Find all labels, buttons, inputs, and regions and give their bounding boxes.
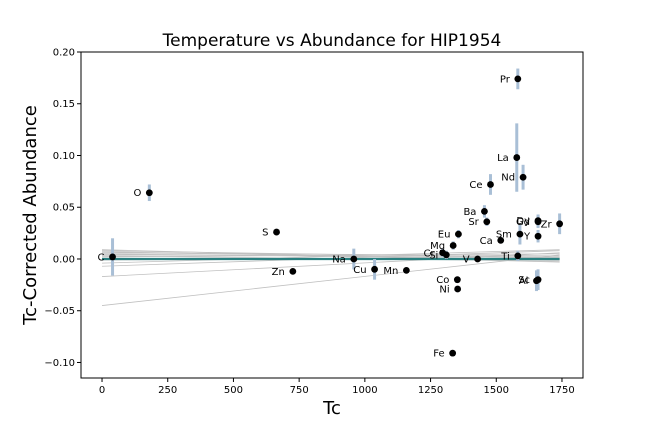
data-point: [534, 232, 542, 240]
point-label: Cu: [353, 265, 366, 276]
point-label: Cr: [424, 248, 436, 259]
point-label: Si: [429, 250, 438, 261]
data-point: [534, 218, 542, 226]
x-tick-label: 1500: [484, 385, 509, 396]
point-label: La: [497, 153, 509, 164]
point-label: Ce: [469, 180, 482, 191]
point-label: Co: [436, 275, 449, 286]
x-tick-label: 1000: [352, 385, 377, 396]
x-tick-label: 0: [99, 385, 105, 396]
data-point: [350, 255, 358, 263]
plot-frame: [80, 51, 584, 379]
y-tick-label: 0.15: [53, 99, 75, 110]
data-point: [487, 181, 494, 188]
x-tick-label: 500: [224, 385, 243, 396]
point-label: Nd: [501, 173, 515, 184]
point-label: Fe: [433, 349, 444, 360]
point-label: Sm: [496, 230, 512, 241]
data-point: [514, 75, 522, 83]
data-point: [497, 236, 505, 244]
sample-fit-line: [101, 254, 560, 306]
data-point: [449, 349, 457, 357]
point-label: Al: [519, 276, 529, 287]
point-label: Zr: [541, 219, 553, 230]
chart-title: Temperature vs Abundance for HIP1954: [162, 31, 502, 51]
data-point: [481, 207, 488, 215]
point-label: Sr: [468, 217, 479, 228]
data-point: [442, 251, 450, 259]
x-tick-label: 250: [158, 385, 177, 396]
x-tick-label: 750: [290, 385, 309, 396]
point-label: Ca: [480, 236, 493, 247]
data-point: [273, 228, 280, 236]
y-tick-label: 0.10: [53, 151, 75, 162]
x-tick-label: 1250: [418, 385, 443, 396]
point-label: C: [98, 252, 105, 263]
point-label: Ba: [463, 207, 476, 218]
point-label: Mn: [383, 266, 398, 277]
point-label: O: [133, 188, 141, 199]
point-label: Y: [523, 232, 531, 243]
data-point: [402, 266, 410, 274]
y-tick-label: −0.05: [44, 306, 75, 317]
y-tick-label: −0.10: [44, 358, 75, 369]
point-label: Sc: [518, 275, 530, 286]
data-point: [514, 252, 522, 260]
data-point: [556, 220, 564, 228]
data-point: [449, 242, 457, 249]
data-point: [474, 255, 482, 263]
axis-ticks: 0 250 500 750 1000 1250 1500 1750 −0.10 −0.05 0.00…: [44, 48, 574, 397]
point-label: Ti: [500, 251, 510, 262]
data-point: [454, 285, 462, 293]
data-point: [483, 218, 491, 226]
data-point: [533, 277, 540, 285]
point-label: S: [262, 228, 268, 239]
x-axis-title: Tc: [322, 398, 341, 419]
point-label: Mg: [430, 241, 445, 252]
y-tick-label: 0.00: [53, 254, 75, 265]
point-label: Zn: [272, 267, 285, 278]
data-point: [516, 230, 524, 238]
data-point: [289, 268, 297, 275]
point-label: Na: [332, 254, 346, 265]
data-point: [455, 230, 462, 238]
x-tick-label: 1750: [549, 385, 574, 396]
point-label: Gd: [516, 217, 530, 228]
point-label: V: [463, 254, 470, 265]
point-label: Dy: [516, 216, 530, 227]
point-label: Eu: [438, 230, 451, 241]
data-point: [519, 173, 527, 181]
point-label: Ni: [439, 284, 449, 295]
data-point: [109, 253, 116, 261]
data-point: [513, 154, 521, 161]
sample-fit-line: [102, 252, 560, 257]
data-point: [145, 189, 153, 197]
point-label: Pr: [500, 74, 511, 85]
y-tick-label: 0.05: [53, 203, 75, 214]
sample-fit-line: [102, 254, 560, 258]
y-axis-title: Tc-Corrected Abundance: [20, 105, 41, 326]
data-point: [371, 265, 378, 273]
y-tick-label: 0.20: [53, 48, 75, 59]
data-point: [453, 276, 461, 284]
